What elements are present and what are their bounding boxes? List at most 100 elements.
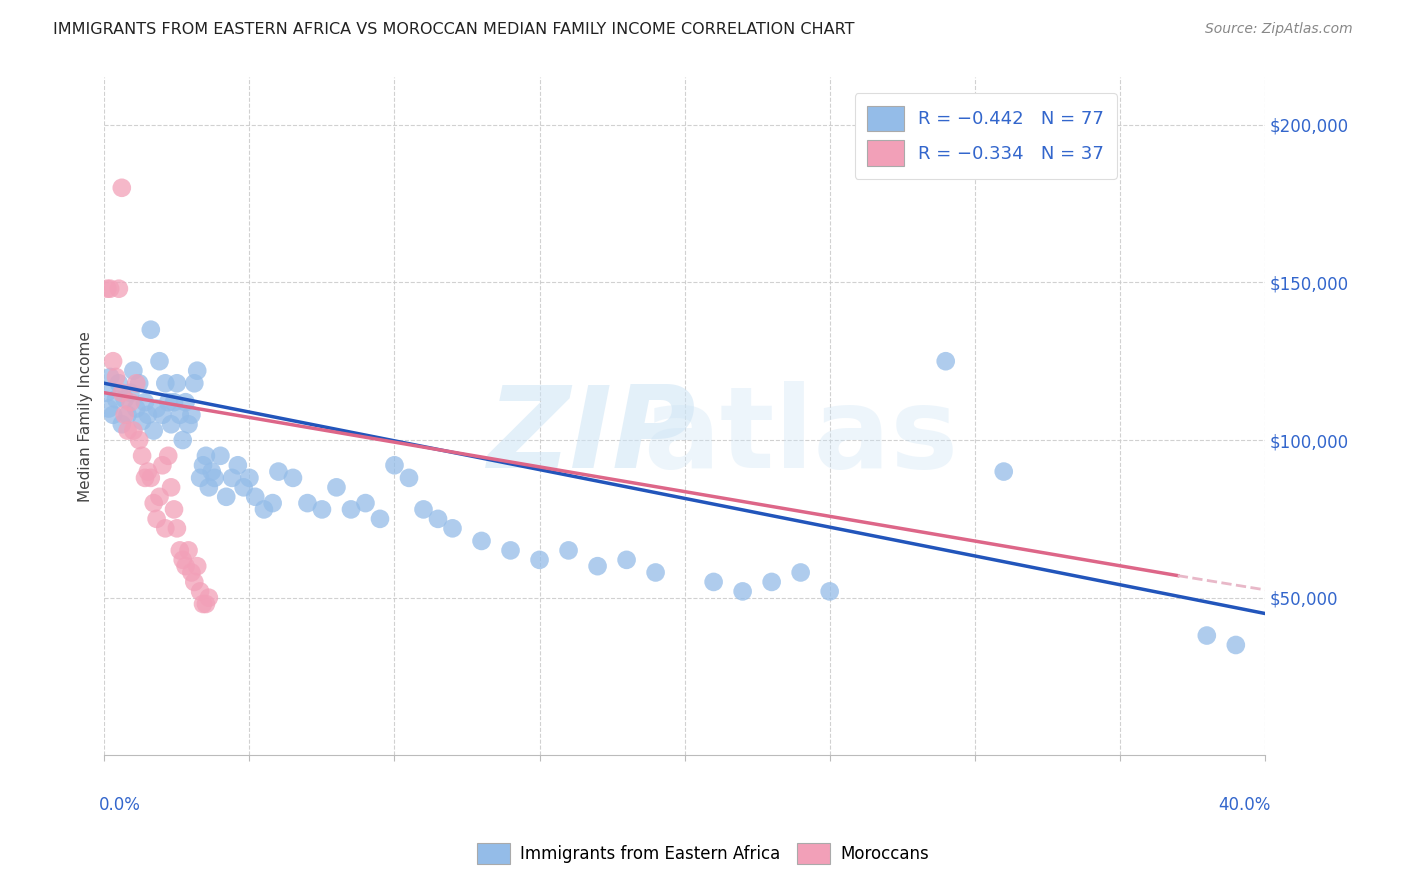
Point: [789, 566, 811, 580]
Point: [111, 417, 134, 432]
Point: [166, 376, 188, 391]
Point: [215, 490, 238, 504]
Point: [117, 424, 139, 438]
Point: [125, 401, 148, 416]
Y-axis label: Median Family Income: Median Family Income: [79, 331, 93, 502]
Point: [238, 471, 260, 485]
Point: [169, 408, 191, 422]
Point: [125, 376, 148, 391]
Point: [226, 458, 249, 473]
Point: [97, 401, 120, 416]
Point: [186, 364, 208, 378]
Point: [157, 395, 180, 409]
Point: [166, 521, 188, 535]
Point: [209, 449, 232, 463]
Point: [267, 465, 290, 479]
Point: [262, 496, 284, 510]
Point: [935, 354, 957, 368]
Point: [163, 395, 186, 409]
Point: [188, 471, 211, 485]
Point: [96, 282, 118, 296]
Point: [191, 597, 214, 611]
Point: [174, 559, 197, 574]
Point: [180, 566, 202, 580]
Point: [1225, 638, 1247, 652]
Legend: R = −0.442   N = 77, R = −0.334   N = 37: R = −0.442 N = 77, R = −0.334 N = 37: [855, 94, 1116, 178]
Point: [114, 408, 136, 422]
Point: [134, 395, 156, 409]
Point: [245, 490, 267, 504]
Point: [101, 408, 124, 422]
Point: [157, 449, 180, 463]
Point: [160, 480, 183, 494]
Text: IMMIGRANTS FROM EASTERN AFRICA VS MOROCCAN MEDIAN FAMILY INCOME CORRELATION CHAR: IMMIGRANTS FROM EASTERN AFRICA VS MOROCC…: [53, 22, 855, 37]
Point: [148, 354, 170, 368]
Point: [644, 566, 666, 580]
Point: [136, 408, 159, 422]
Point: [128, 376, 150, 391]
Point: [120, 395, 142, 409]
Point: [340, 502, 363, 516]
Point: [993, 465, 1015, 479]
Point: [703, 574, 725, 589]
Point: [177, 417, 200, 432]
Point: [148, 490, 170, 504]
Point: [354, 496, 377, 510]
Text: ZIP: ZIP: [488, 381, 696, 492]
Point: [412, 502, 434, 516]
Point: [441, 521, 464, 535]
Point: [136, 465, 159, 479]
Text: atlas: atlas: [643, 381, 959, 492]
Point: [172, 433, 194, 447]
Point: [117, 408, 139, 422]
Point: [198, 591, 221, 605]
Point: [201, 465, 224, 479]
Point: [470, 533, 492, 548]
Text: 40.0%: 40.0%: [1218, 796, 1271, 814]
Point: [557, 543, 579, 558]
Point: [398, 471, 420, 485]
Point: [139, 323, 162, 337]
Point: [108, 282, 131, 296]
Point: [529, 553, 551, 567]
Point: [120, 385, 142, 400]
Point: [134, 471, 156, 485]
Point: [96, 385, 118, 400]
Point: [818, 584, 841, 599]
Point: [169, 543, 191, 558]
Point: [104, 392, 127, 406]
Text: Source: ZipAtlas.com: Source: ZipAtlas.com: [1205, 22, 1353, 37]
Point: [191, 458, 214, 473]
Point: [232, 480, 254, 494]
Point: [108, 376, 131, 391]
Point: [427, 512, 450, 526]
Point: [194, 449, 217, 463]
Point: [586, 559, 609, 574]
Point: [131, 449, 153, 463]
Point: [616, 553, 638, 567]
Point: [499, 543, 522, 558]
Point: [155, 376, 177, 391]
Point: [98, 282, 121, 296]
Point: [111, 385, 134, 400]
Point: [163, 502, 186, 516]
Point: [152, 408, 174, 422]
Point: [731, 584, 754, 599]
Text: 0.0%: 0.0%: [98, 796, 141, 814]
Point: [281, 471, 304, 485]
Point: [1195, 628, 1218, 642]
Point: [142, 424, 165, 438]
Point: [325, 480, 347, 494]
Point: [174, 395, 197, 409]
Legend: Immigrants from Eastern Africa, Moroccans: Immigrants from Eastern Africa, Moroccan…: [470, 837, 936, 871]
Point: [204, 471, 226, 485]
Point: [183, 574, 205, 589]
Point: [142, 496, 165, 510]
Point: [384, 458, 406, 473]
Point: [194, 597, 217, 611]
Point: [145, 401, 167, 416]
Point: [128, 433, 150, 447]
Point: [160, 417, 183, 432]
Point: [368, 512, 391, 526]
Point: [139, 471, 162, 485]
